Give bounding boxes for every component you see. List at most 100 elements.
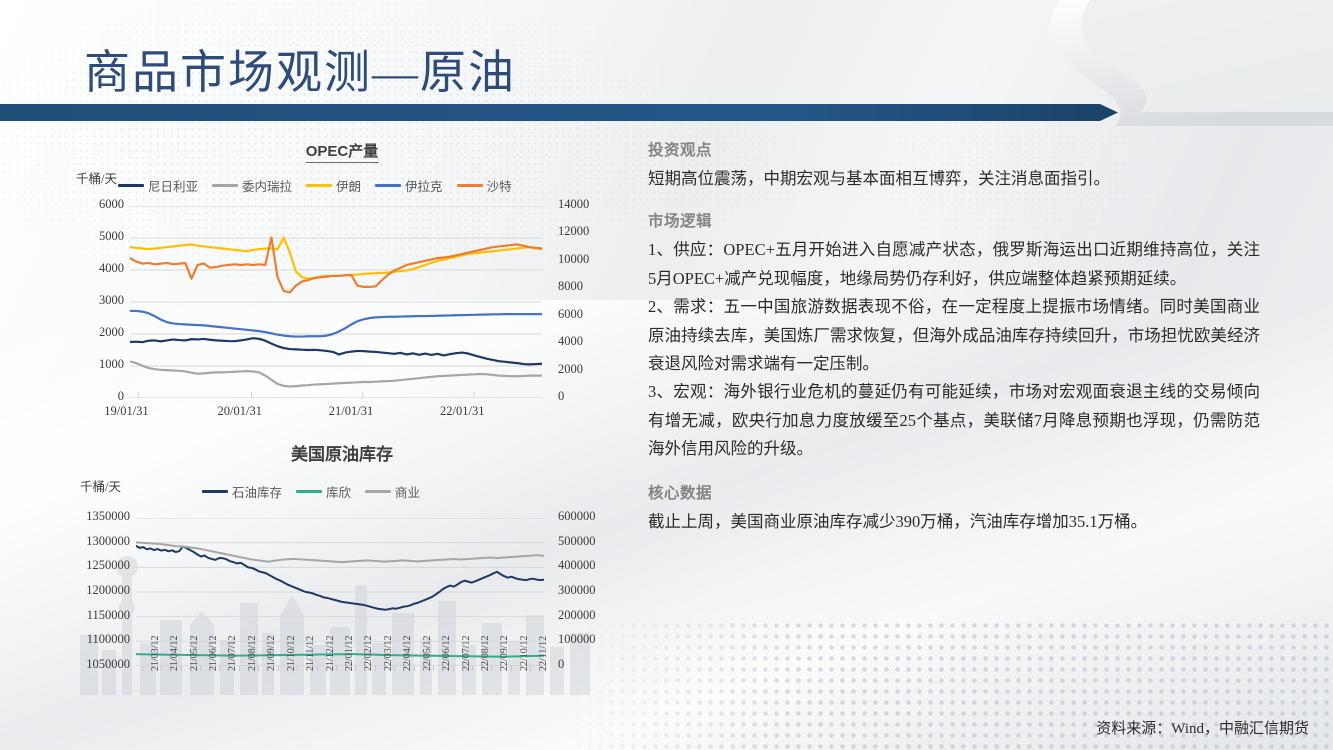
- chart-opec-ytick-right: 10000: [558, 251, 590, 266]
- series-line-伊拉克: [128, 309, 544, 338]
- legend-item-cushing: 库欣: [296, 482, 351, 501]
- series-line-沙特: [128, 236, 544, 294]
- series-line-委内瑞拉: [128, 360, 544, 388]
- chart-inventory-ytick-left: 1200000: [86, 583, 130, 597]
- legend-item-commercial: 商业: [365, 482, 420, 501]
- series-line-库欣: [135, 653, 545, 658]
- legend-label-petroleum-stocks: 石油库存: [232, 486, 283, 500]
- chart-inventory-xtick-mark: [413, 666, 415, 671]
- chart-opec-legend: 尼日利亚 委内瑞拉 伊朗 伊拉克 沙特: [118, 176, 512, 195]
- chart-inventory-xtick-mark: [238, 666, 240, 671]
- chart-inventory-xtick-mark: [316, 666, 318, 671]
- chart-opec-ytick-left: 3000: [99, 293, 124, 307]
- chart-inventory-xtick: 21/10/12: [285, 635, 297, 671]
- legend-item-iran: 伊朗: [306, 176, 361, 195]
- chart-inventory-xtick: 21/12/12: [324, 635, 336, 671]
- chart-inventory-ytick-left: 1100000: [86, 632, 130, 647]
- section-text-demand: 2、需求：五一中国旅游数据表现不俗，在一定程度上提振市场情绪。同时美国商业原油持…: [648, 297, 1260, 373]
- chart-opec-xtick: 19/01/31: [104, 404, 149, 418]
- section-text-core-data: 截止上周，美国商业原油库存减少390万桶，汽油库存增加35.1万桶。: [648, 512, 1148, 532]
- chart-opec-ytick-right: 12000: [558, 224, 590, 239]
- chart-inventory-title: 美国原油库存: [291, 445, 393, 464]
- chart-inventory-ytick-left: 1250000: [86, 558, 130, 573]
- chart-inventory-ytick-right: 400000: [558, 558, 596, 573]
- series-line-石油库存: [135, 544, 545, 611]
- chart-inventory-ytick-right: 500000: [558, 533, 596, 548]
- legend-swatch-petroleum-stocks: [202, 489, 228, 494]
- chart-inventory-xtick-mark: [258, 666, 260, 671]
- section-heading-core-data: 核心数据: [648, 485, 713, 503]
- chart-inventory-ytick-left: 1300000: [86, 533, 130, 548]
- series-line-伊朗: [128, 236, 544, 280]
- chart-opec-ytick-left: 1000: [99, 357, 124, 371]
- chart-inventory-xtick: 22/07/12: [460, 635, 472, 671]
- chart-opec-y-unit: 千桶/天: [76, 172, 117, 186]
- legend-item-nigeria: 尼日利亚: [118, 176, 198, 195]
- chart-opec-ytick-left: 5000: [99, 229, 124, 243]
- chart-opec-ytick-left: 2000: [99, 325, 124, 339]
- chart-inventory-xtick-mark: [141, 666, 143, 671]
- legend-swatch-iraq: [375, 183, 402, 188]
- legend-label-saudi: 沙特: [486, 180, 512, 194]
- legend-label-commercial: 商业: [395, 486, 421, 500]
- chart-inventory-xtick-mark: [297, 666, 299, 671]
- commentary-panel: 投资观点 短期高位震荡，中期宏观与基本面相互博弈，关注消息面指引。 市场逻辑 1…: [648, 138, 1260, 553]
- section-market-logic: 市场逻辑 1、供应：OPEC+五月开始进入自愿减产状态，俄罗斯海运出口近期维持高…: [648, 209, 1260, 463]
- chart-opec-ytick-right: 4000: [558, 334, 583, 349]
- chart-inventory-xtick-mark: [433, 666, 435, 671]
- chart-inventory-xtick-mark: [510, 666, 512, 671]
- chart-inventory-xtick: 22/11/12: [538, 635, 550, 671]
- chart-inventory-ytick-right: 600000: [558, 509, 596, 523]
- legend-item-saudi: 沙特: [456, 176, 512, 195]
- chart-inventory-xtick: 22/05/12: [421, 635, 433, 671]
- chart-inventory-xtick-mark: [336, 666, 337, 671]
- chart-inventory-xtick-mark: [491, 666, 493, 671]
- chart-inventory-xtick-mark: [161, 666, 163, 671]
- chart-inventory-plot-area: [135, 517, 545, 667]
- chart-opec-xtick: 21/01/31: [328, 404, 374, 418]
- chart-inventory-xtick: 22/09/12: [499, 635, 511, 671]
- chart-inventory-xtick: 21/11/12: [305, 635, 317, 671]
- chart-inventory-xtick-mark: [200, 666, 201, 671]
- page-title: 商品市场观测—原油: [84, 47, 516, 98]
- section-text-investment-view: 短期高位震荡，中期宏观与基本面相互博弈，关注消息面指引。: [648, 169, 1110, 188]
- section-text-macro: 3、宏观：海外银行业危机的蔓延仍有可能延续，市场对宏观面衰退主线的交易倾向有增无…: [648, 382, 1260, 458]
- chart-inventory-xtick: 22/08/12: [480, 635, 491, 671]
- chart-inventory-xtick: 22/02/12: [363, 635, 375, 671]
- chart-inventory-xtick: 22/03/12: [382, 635, 394, 671]
- chart-inventory-xtick: 21/09/12: [266, 635, 278, 671]
- legend-label-nigeria: 尼日利亚: [148, 180, 199, 194]
- legend-swatch-nigeria: [118, 183, 144, 188]
- chart-inventory-xtick-mark: [355, 666, 357, 671]
- chart-inventory-xtick-mark: [180, 666, 182, 671]
- slide-header: 商品市场观测—原油: [0, 0, 1333, 126]
- section-investment-view: 投资观点 短期高位震荡，中期宏观与基本面相互博弈，关注消息面指引。: [648, 138, 1260, 193]
- chart-opec-ytick-left: 6000: [99, 197, 124, 211]
- chart-inventory-xtick: 22/06/12: [441, 635, 453, 671]
- legend-swatch-saudi: [456, 183, 483, 188]
- chart-opec-ytick-right: 0: [558, 389, 565, 403]
- chart-inventory-ytick-left: 1050000: [86, 657, 130, 671]
- chart-inventory-xtick: 21/03/12: [149, 635, 161, 671]
- chart-opec-xtick: 22/01/31: [440, 404, 485, 418]
- chart-opec-svg: [128, 205, 544, 399]
- chart-inventory-xtick: 21/07/12: [227, 635, 239, 671]
- section-heading-investment-view: 投资观点: [648, 142, 713, 159]
- chart-inventory-xtick: 21/06/12: [208, 635, 219, 671]
- chart-inventory-ytick-right: 200000: [558, 607, 596, 622]
- chart-inventory-svg: [135, 517, 545, 667]
- chart-inventory-ytick-right: 300000: [558, 583, 596, 597]
- chart-inventory-xtick: 22/10/12: [518, 635, 530, 671]
- chart-opec-ytick-left: 0: [117, 389, 124, 403]
- legend-swatch-cushing: [296, 489, 323, 494]
- chart-opec-ytick-right: 14000: [558, 197, 590, 211]
- legend-item-petroleum-stocks: 石油库存: [202, 482, 282, 501]
- chart-inventory-xtick: 21/04/12: [169, 635, 181, 671]
- legend-swatch-venezuela: [212, 183, 239, 188]
- chart-inventory-xtick-mark: [530, 666, 532, 671]
- chart-inventory-xtick-mark: [472, 666, 473, 671]
- chart-inventory-xtick-mark: [394, 666, 396, 671]
- chart-inventory-xtick-mark: [219, 666, 221, 671]
- chart-inventory-xtick-mark: [452, 666, 454, 671]
